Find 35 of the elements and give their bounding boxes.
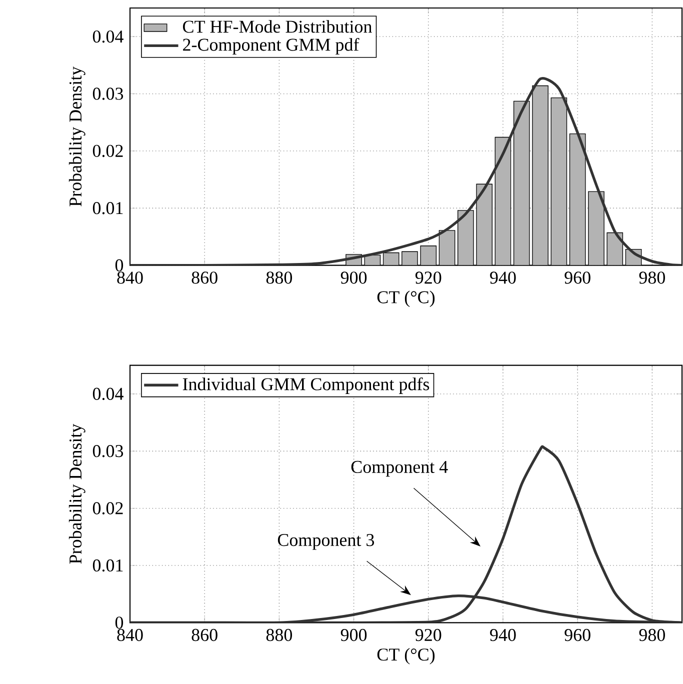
y-tick-label: 0.03 xyxy=(92,444,124,458)
x-tick-label: 920 xyxy=(415,272,442,284)
x-tick-label: 980 xyxy=(639,628,665,642)
annotation: Component 3 xyxy=(278,534,374,550)
legend-label: 2-Component GMM pdf xyxy=(183,38,360,54)
y-tick-label: 0.02 xyxy=(92,502,123,514)
y-axis-title: Probability Density xyxy=(68,66,86,206)
y-tick-label: 0.02 xyxy=(92,144,123,158)
x-tick-label: 960 xyxy=(564,272,590,284)
x-tick-label: 900 xyxy=(340,272,367,284)
annotation: Component 4 xyxy=(351,460,448,477)
x-tick-label: 920 xyxy=(415,628,442,642)
x-tick-label: 960 xyxy=(564,628,590,642)
y-tick-label: 0.01 xyxy=(92,559,123,572)
x-tick-label: 900 xyxy=(340,628,367,642)
y-tick-label: 0.04 xyxy=(92,388,124,400)
x-tick-label: 880 xyxy=(266,628,292,642)
x-tick-label: 940 xyxy=(490,628,516,642)
x-tick-label: 840 xyxy=(117,272,143,284)
x-axis-title: CT (°C) xyxy=(377,290,435,307)
x-axis-title: CT (°C) xyxy=(377,648,435,664)
x-tick-label: 860 xyxy=(192,272,218,284)
x-tick-label: 980 xyxy=(639,272,665,284)
x-tick-label: 880 xyxy=(266,272,292,284)
y-axis-title: Probability Density xyxy=(68,424,86,564)
y-tick-label: 0.01 xyxy=(92,202,123,214)
x-tick-label: 840 xyxy=(117,628,143,642)
legend-label: Individual GMM Component pdfs xyxy=(182,377,430,394)
legend-label: CT HF-Mode Distribution xyxy=(182,20,372,33)
y-tick-label: 0 xyxy=(115,259,124,272)
x-tick-label: 860 xyxy=(192,628,218,642)
y-tick-label: 0.03 xyxy=(92,88,124,100)
y-tick-label: 0.04 xyxy=(92,30,124,43)
y-tick-label: 0 xyxy=(115,616,124,629)
x-tick-label: 940 xyxy=(490,272,516,284)
